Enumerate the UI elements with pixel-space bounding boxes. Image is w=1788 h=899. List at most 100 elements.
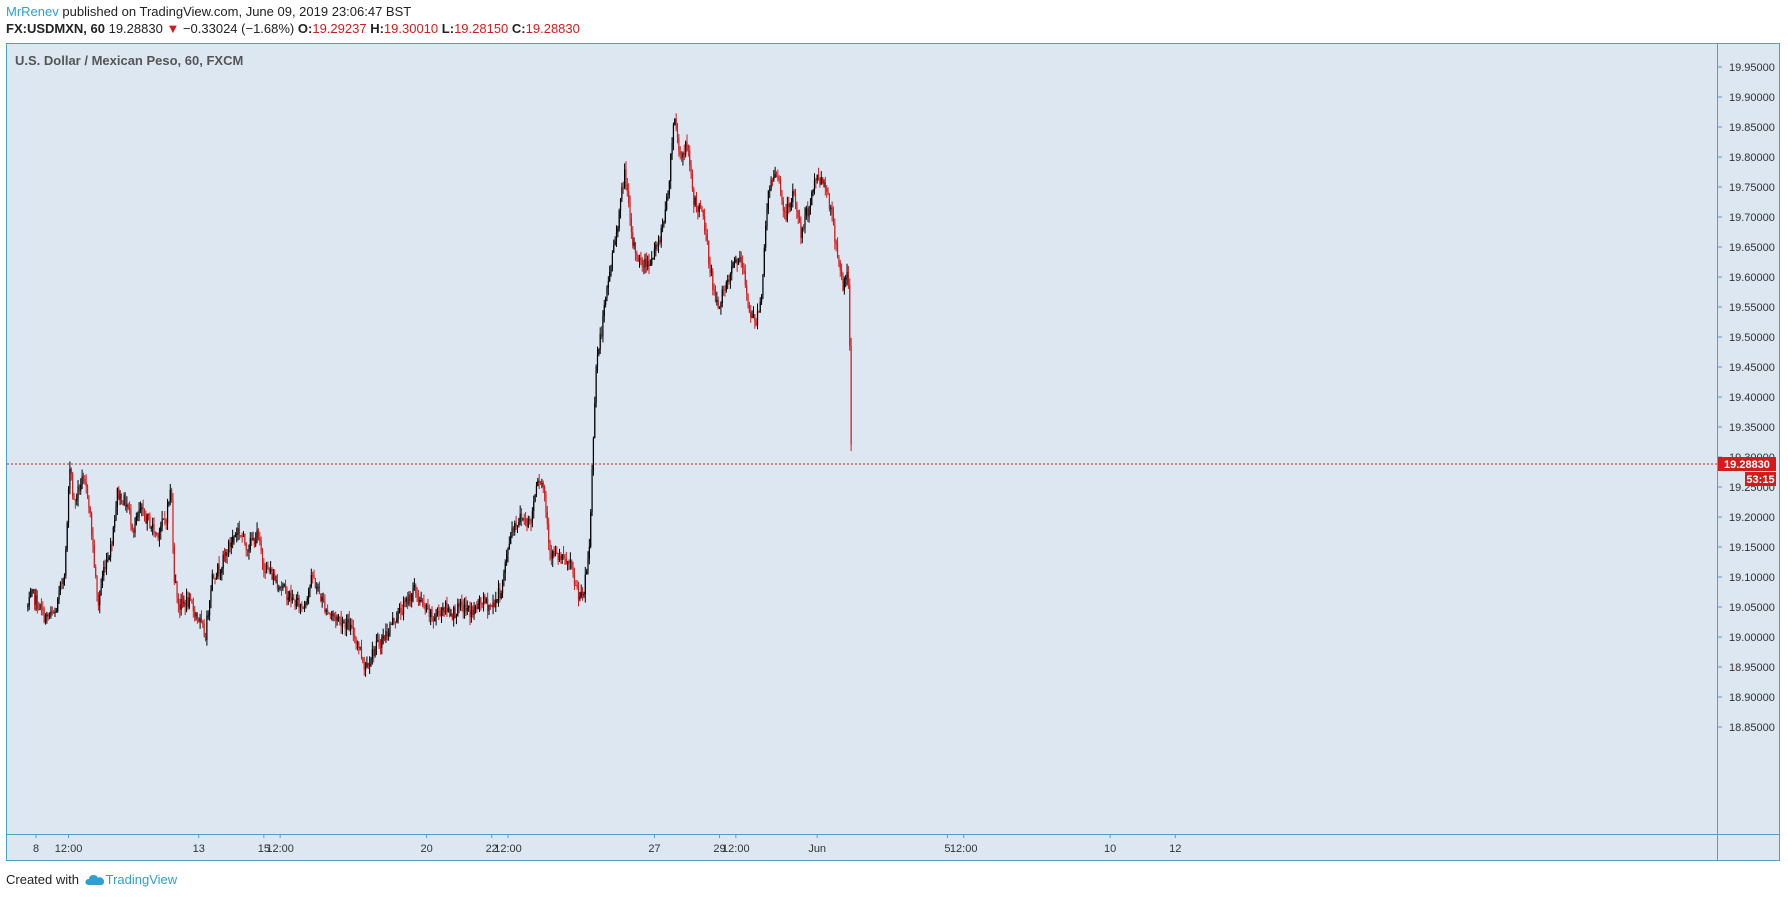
- plot-area[interactable]: [7, 44, 1717, 834]
- candle-body: [545, 494, 547, 513]
- symbol-label[interactable]: FX:USDMXN, 60: [6, 21, 105, 36]
- candle-body: [74, 499, 76, 501]
- candle-body: [666, 196, 668, 210]
- candle-body: [530, 521, 532, 524]
- candle-body: [497, 588, 500, 600]
- candle-body: [602, 316, 604, 337]
- candle-body: [769, 189, 771, 191]
- time-tick-label: 12:00: [55, 843, 83, 855]
- candle-body: [542, 482, 544, 488]
- candle-body: [95, 567, 97, 577]
- time-tick-label: 12:00: [494, 843, 522, 855]
- candle-body: [629, 202, 631, 219]
- candle-body: [272, 573, 274, 580]
- candle-body: [779, 179, 782, 192]
- candle-body: [679, 150, 681, 155]
- candle-body: [817, 174, 820, 179]
- candle-body: [723, 289, 725, 291]
- candle-body: [643, 266, 645, 268]
- candle-body: [251, 538, 253, 541]
- candle-body: [739, 257, 741, 259]
- candle-body: [556, 552, 558, 554]
- candle-body: [278, 587, 280, 589]
- candle-body: [786, 203, 788, 221]
- candle-body: [295, 599, 297, 607]
- candle-body: [661, 224, 664, 228]
- candle-body: [154, 532, 156, 534]
- candle-body: [214, 578, 216, 580]
- candle-body: [396, 619, 398, 622]
- candle-body: [397, 611, 399, 620]
- candle-body: [137, 515, 139, 517]
- candle-body: [252, 537, 254, 541]
- candle-body: [241, 535, 243, 537]
- candle-body: [803, 227, 805, 229]
- candle-body: [641, 259, 643, 267]
- candle-body: [360, 647, 363, 658]
- author-link[interactable]: MrRenev: [6, 4, 59, 19]
- candle-body: [253, 537, 255, 545]
- candle-body: [238, 528, 241, 536]
- candle-body: [805, 208, 807, 216]
- candle-body: [47, 614, 49, 617]
- candle-body: [823, 182, 825, 184]
- candle-body: [500, 593, 502, 599]
- candle-body: [378, 640, 380, 647]
- candle-body: [458, 603, 460, 607]
- candle-body: [77, 486, 79, 499]
- price-axis[interactable]: [1718, 44, 1779, 834]
- ohlc-line: FX:USDMXN, 60 19.28830 ▼ −0.33024 (−1.68…: [6, 21, 580, 36]
- candle-body: [568, 561, 570, 563]
- candle-body: [57, 598, 59, 612]
- candle-body: [62, 579, 64, 584]
- candle-body: [264, 571, 266, 573]
- candle-body: [169, 489, 171, 502]
- candle-body: [394, 621, 397, 623]
- candle-body: [594, 403, 596, 439]
- candle-body: [595, 366, 597, 404]
- candle-body: [588, 546, 590, 559]
- candle-body: [811, 192, 813, 206]
- time-axis[interactable]: [7, 835, 1717, 860]
- candle-body: [175, 581, 177, 583]
- candle-body: [626, 184, 628, 192]
- candle-body: [65, 549, 67, 576]
- candle-body: [564, 557, 566, 559]
- candle-body: [312, 575, 314, 577]
- candle-body: [842, 275, 844, 291]
- tradingview-link[interactable]: TradingView: [105, 872, 178, 887]
- candle-body: [221, 568, 223, 573]
- candles-group: [27, 113, 852, 677]
- candle-body: [729, 273, 731, 282]
- candle-body: [291, 597, 293, 601]
- candle-body: [450, 613, 452, 617]
- candle-body: [188, 597, 190, 608]
- candle-body: [698, 205, 700, 212]
- candle-body: [469, 606, 471, 618]
- candle-body: [808, 207, 810, 217]
- time-tick-label: 12: [1169, 843, 1181, 855]
- time-tick-label: 12:00: [266, 843, 294, 855]
- candle-body: [294, 599, 296, 607]
- candle-body: [454, 607, 456, 618]
- candle-body: [557, 553, 559, 561]
- candle-body: [518, 522, 520, 526]
- candle-body: [168, 501, 170, 505]
- candle-body: [88, 496, 90, 508]
- candle-body: [434, 617, 436, 622]
- candle-body: [355, 637, 357, 644]
- created-with-label: Created with: [6, 872, 79, 887]
- candle-body: [210, 590, 212, 602]
- candle-body: [366, 663, 368, 668]
- price-tick-label: 19.20000: [1729, 512, 1775, 524]
- candle-body: [173, 545, 175, 583]
- candle-body: [788, 203, 790, 208]
- candle-body: [680, 154, 683, 158]
- candle-body: [318, 586, 321, 594]
- candle-body: [831, 207, 833, 214]
- candle-body: [845, 277, 847, 280]
- candle-body: [249, 538, 251, 550]
- candle-body: [135, 516, 137, 525]
- down-arrow-icon: ▼: [166, 21, 180, 36]
